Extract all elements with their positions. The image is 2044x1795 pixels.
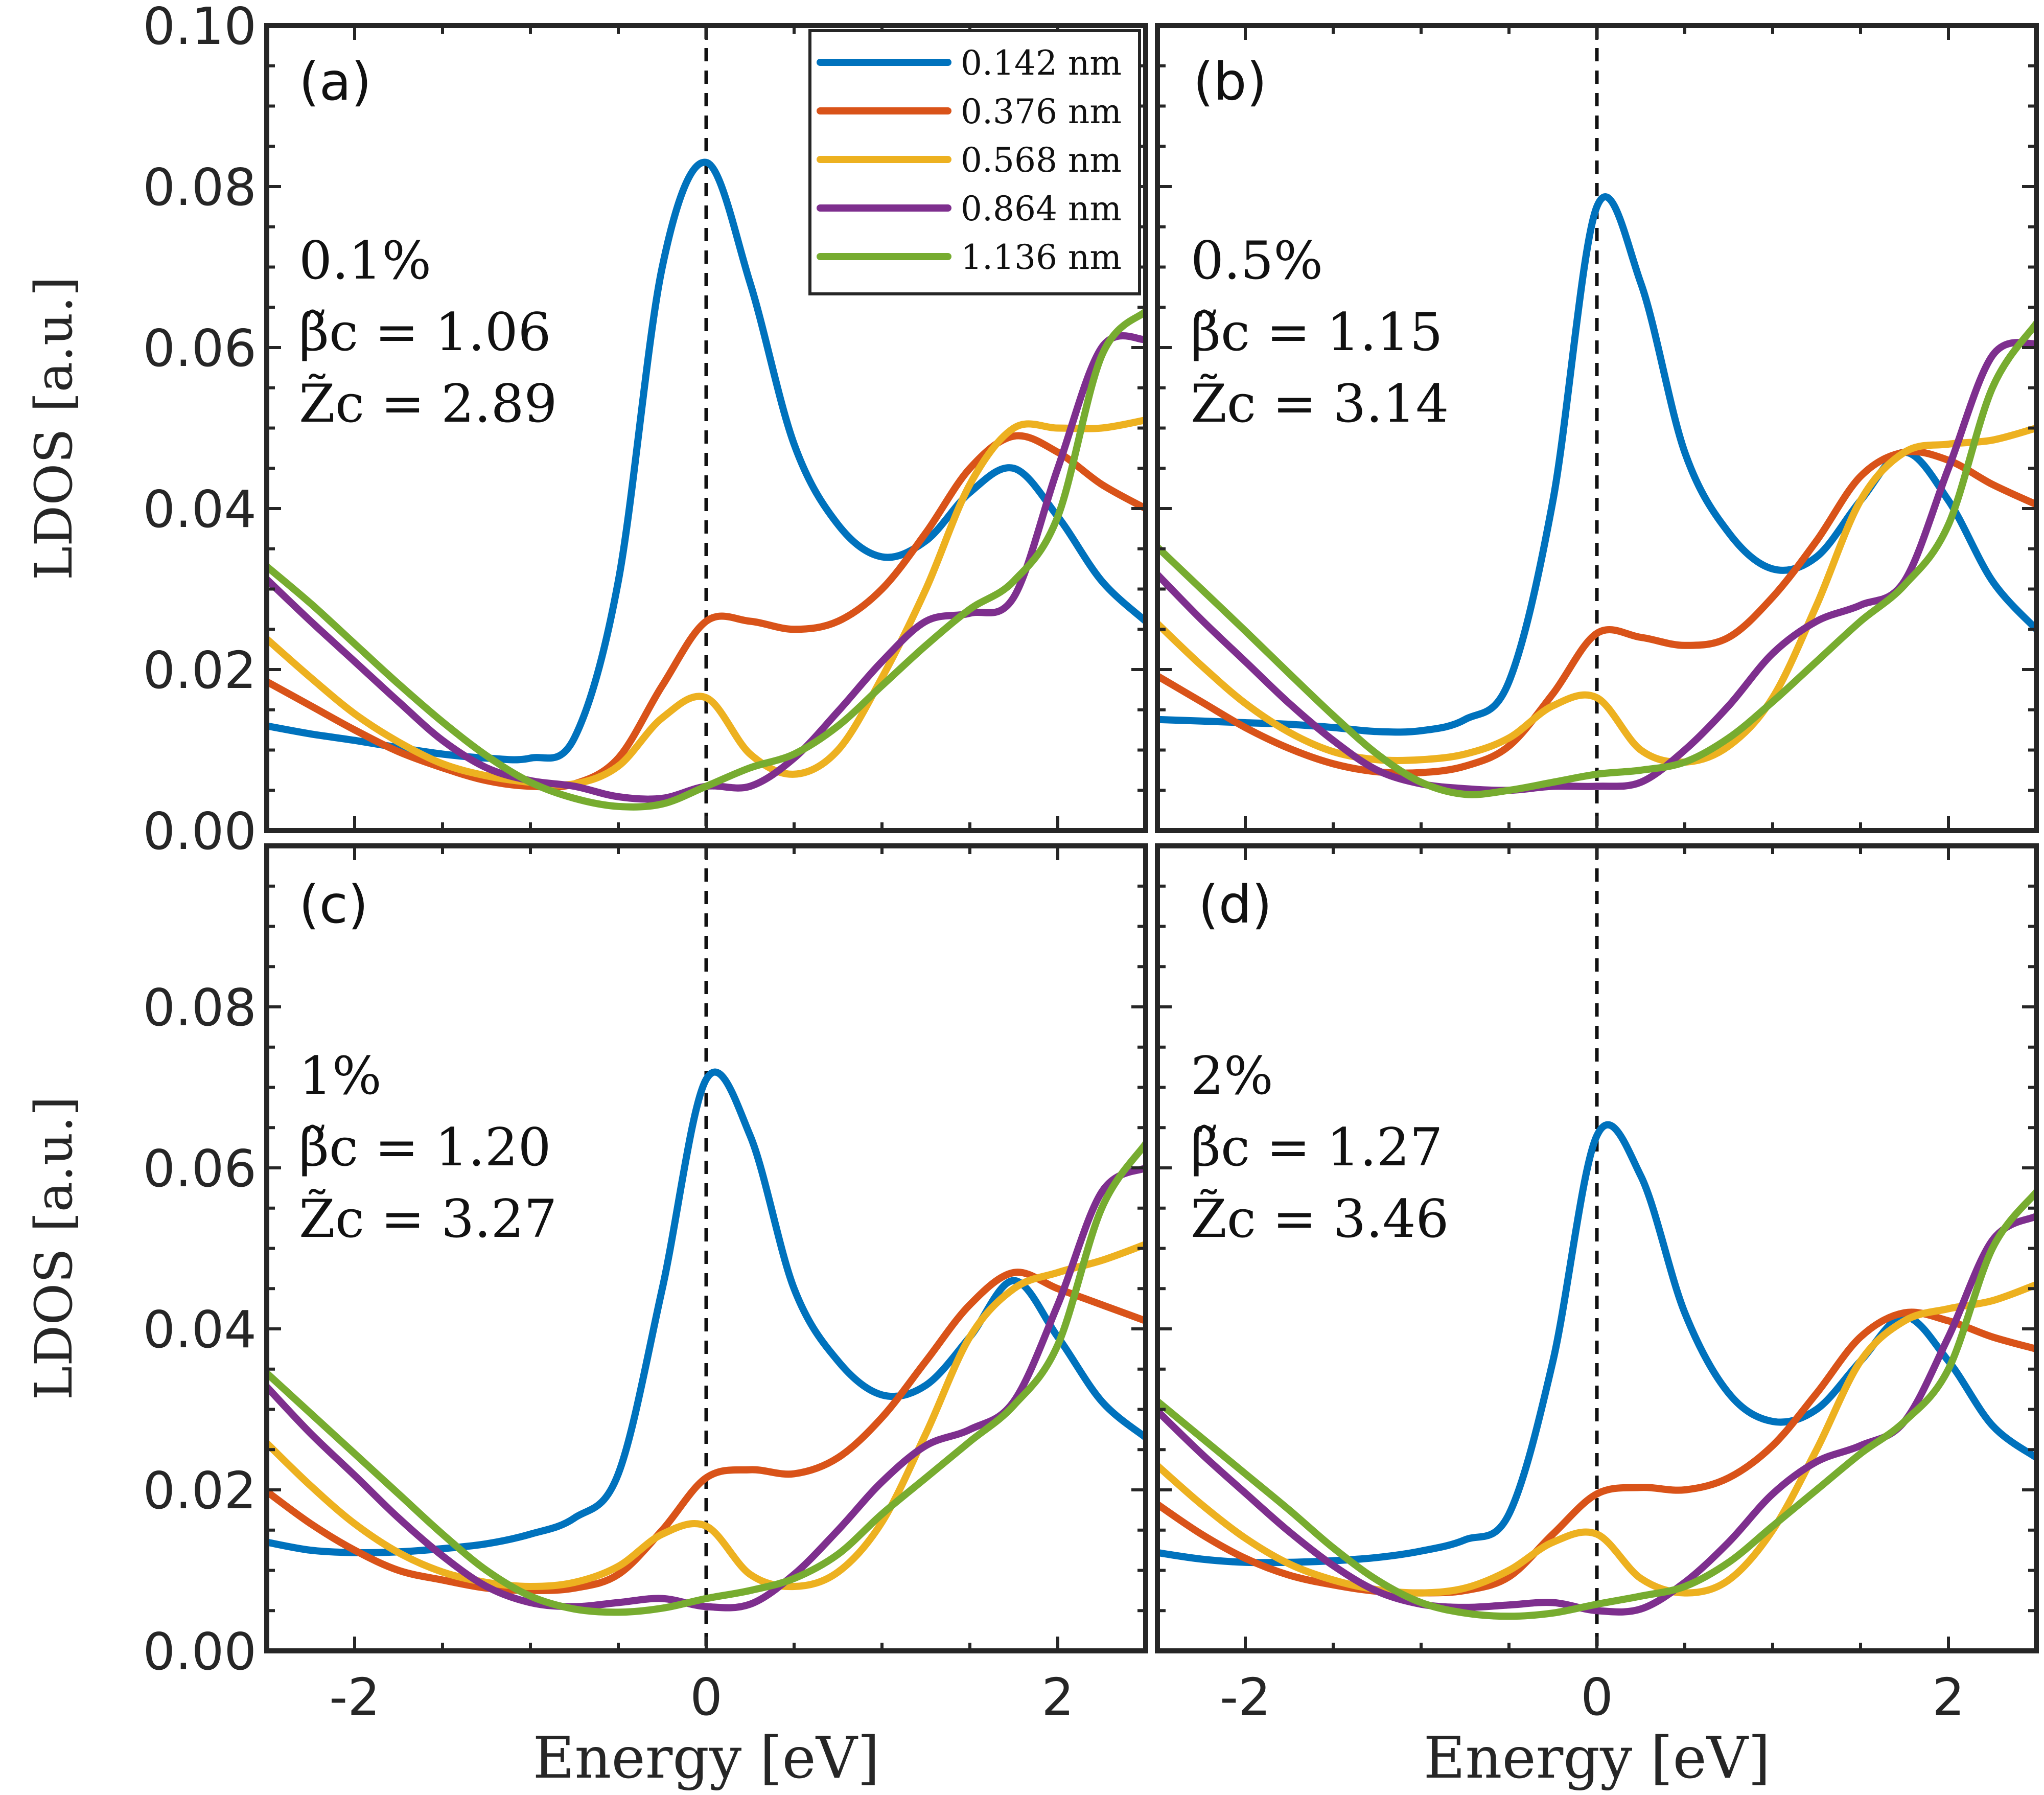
ticks-panel-a: 0.00 0.02 0.04 0.06 0.08 0.10 bbox=[143, 0, 1147, 861]
series-line-0-568-nm bbox=[1157, 424, 2036, 766]
series-line-0-376-nm bbox=[1157, 448, 2036, 777]
beta-c-label: β̃c = 1.06 bbox=[299, 302, 551, 363]
panel-tag: (a) bbox=[299, 52, 371, 112]
x-tick-label: 2 bbox=[1932, 1667, 1965, 1727]
x-tick-label: 2 bbox=[1041, 1667, 1074, 1727]
series-line-0-142-nm bbox=[267, 1068, 1146, 1556]
legend-label: 0.376 nm bbox=[961, 92, 1122, 131]
series-line-1-136-nm bbox=[1157, 1188, 2036, 1620]
y-tick-label: 0.08 bbox=[143, 157, 257, 217]
curves-panel-b bbox=[1157, 193, 2036, 798]
beta-c-label: β̃c = 1.20 bbox=[299, 1117, 551, 1178]
x-tick-label: -2 bbox=[329, 1667, 380, 1727]
legend: 0.142 nm 0.376 nm 0.568 nm 0.864 nm 1.136 nm bbox=[808, 29, 1141, 295]
series-line-0-864-nm bbox=[1157, 339, 2036, 794]
panel-tag: (c) bbox=[299, 875, 368, 935]
series-line-0-568-nm bbox=[1157, 1281, 2036, 1597]
z-c-label: Z̃c = 2.89 bbox=[299, 373, 557, 434]
y-tick-label: 0.00 bbox=[143, 801, 257, 861]
x-axis-title-left: Energy [eV] bbox=[533, 1725, 880, 1791]
y-tick-label: 0.04 bbox=[143, 479, 257, 539]
x-axis-title-right: Energy [eV] bbox=[1424, 1725, 1771, 1791]
panel-a: 0.00 0.02 0.04 0.06 0.08 0.10 (a) 0.1% β̃c = … bbox=[143, 0, 1148, 861]
series-line-0-376-nm bbox=[267, 1269, 1146, 1594]
y-tick-label: 0.06 bbox=[143, 318, 257, 378]
y-tick-label: 0.04 bbox=[143, 1300, 257, 1360]
strain-label: 1% bbox=[299, 1046, 382, 1107]
strain-label: 0.5% bbox=[1191, 231, 1323, 291]
x-tick-label: 0 bbox=[1581, 1667, 1613, 1727]
curves-panel-a bbox=[267, 158, 1146, 811]
series-line-1-136-nm bbox=[1157, 319, 2036, 798]
z-c-label: Z̃c = 3.27 bbox=[299, 1188, 557, 1250]
y-tick-label: 0.06 bbox=[143, 1139, 257, 1199]
y-tick-label: 0.02 bbox=[143, 640, 257, 700]
series-line-0-864-nm bbox=[267, 1164, 1146, 1612]
y-tick-label: 0.02 bbox=[143, 1461, 257, 1521]
legend-entries: 0.142 nm 0.376 nm 0.568 nm 0.864 nm 1.136 nm bbox=[817, 43, 1122, 277]
series-line-0-568-nm bbox=[267, 416, 1146, 789]
y-tick-label: 0.08 bbox=[143, 978, 257, 1038]
beta-c-label: β̃c = 1.15 bbox=[1191, 302, 1443, 363]
curves-panel-d bbox=[1157, 1121, 2036, 1620]
ticks-panel-c: 0.00 0.02 0.04 0.06 0.08 -2 0 2 bbox=[143, 844, 1147, 1727]
panel-tag: (b) bbox=[1193, 52, 1267, 112]
legend-label: 0.142 nm bbox=[961, 43, 1122, 83]
panel-d: -2 0 2 (d) 2% β̃c = 1.27 Z̃c = 3.46 bbox=[1155, 843, 2039, 1727]
series-line-0-376-nm bbox=[1157, 1308, 2036, 1597]
series-line-0-568-nm bbox=[267, 1240, 1146, 1591]
legend-label: 0.568 nm bbox=[961, 141, 1122, 180]
panel-b: (b) 0.5% β̃c = 1.15 Z̃c = 3.14 bbox=[1155, 23, 2039, 833]
legend-label: 1.136 nm bbox=[961, 238, 1122, 277]
z-c-label: Z̃c = 3.46 bbox=[1191, 1188, 1449, 1250]
y-tick-label: 0.10 bbox=[143, 0, 257, 56]
y-axis-title-bottom: LDOS [a.u.] bbox=[24, 1096, 84, 1400]
legend-label: 0.864 nm bbox=[961, 189, 1122, 228]
ticks-panel-b bbox=[1156, 24, 2038, 832]
strain-label: 0.1% bbox=[299, 231, 431, 291]
x-tick-label: 0 bbox=[690, 1667, 723, 1727]
panel-tag: (d) bbox=[1198, 875, 1272, 935]
series-line-1-136-nm bbox=[267, 308, 1146, 811]
beta-c-label: β̃c = 1.27 bbox=[1191, 1117, 1443, 1178]
y-axis-title-top: LDOS [a.u.] bbox=[24, 277, 84, 580]
y-tick-label: 0.00 bbox=[143, 1622, 257, 1682]
curves-panel-c bbox=[267, 1068, 1146, 1616]
series-line-0-142-nm bbox=[267, 158, 1146, 764]
ticks-panel-d: -2 0 2 bbox=[1156, 844, 2038, 1727]
x-tick-label: -2 bbox=[1220, 1667, 1271, 1727]
strain-label: 2% bbox=[1191, 1046, 1273, 1107]
series-line-1-136-nm bbox=[267, 1140, 1146, 1616]
panel-c: 0.00 0.02 0.04 0.06 0.08 -2 0 2 (c) 1% β̃c = 1.… bbox=[143, 843, 1148, 1727]
z-c-label: Z̃c = 3.14 bbox=[1191, 373, 1449, 434]
